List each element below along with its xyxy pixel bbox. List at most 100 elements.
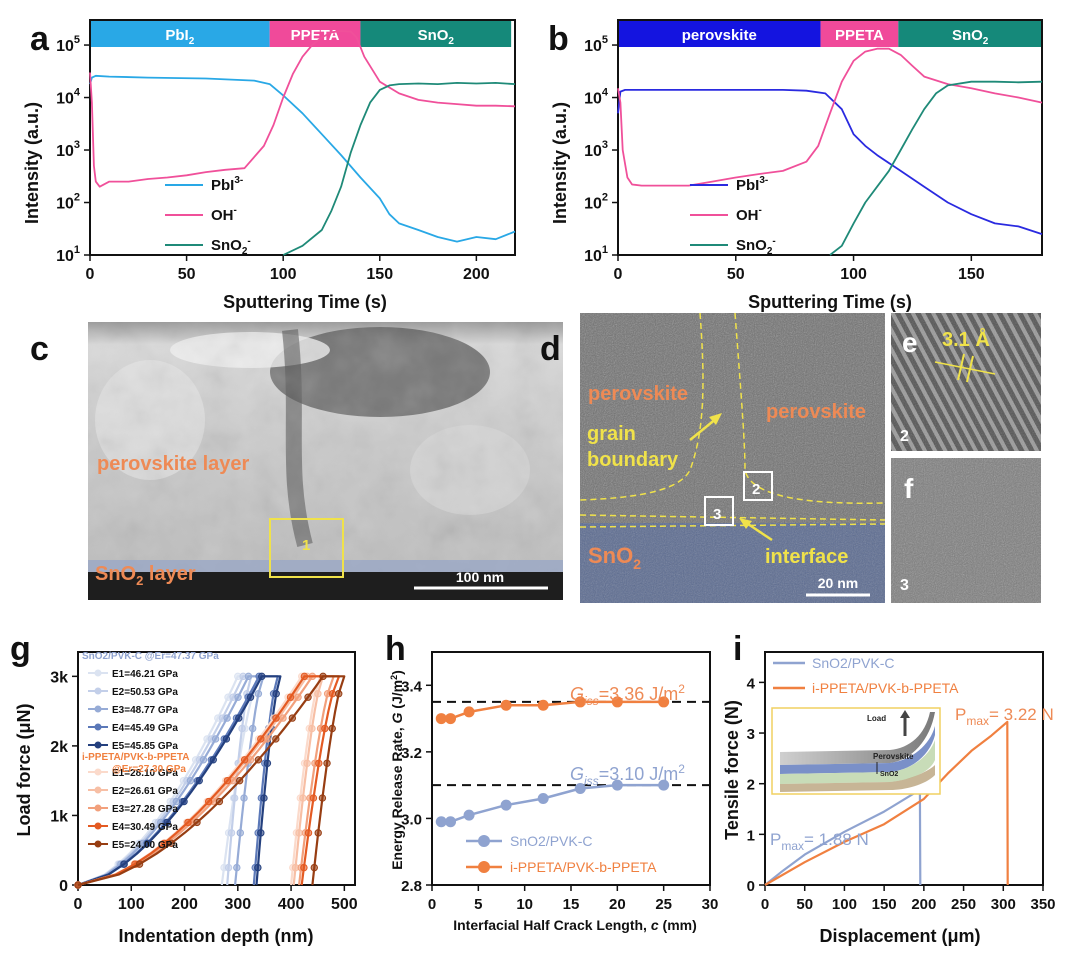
legend-label: i-PPETA/PVK-b-PPETA (812, 680, 959, 696)
legend-marker (94, 804, 102, 812)
marker (199, 756, 208, 764)
y-tick-label: 1 (747, 827, 755, 844)
d-interface-arrow (744, 520, 773, 542)
h-axes: 0 5 10 15 20 25 30 2.8 3.0 3.2 3.4 (401, 651, 718, 913)
legend-label: E3=27.28 GPa (112, 804, 178, 815)
marker (309, 794, 318, 802)
marker (263, 759, 272, 767)
legend-label: E2=26.61 GPa (112, 786, 178, 797)
data-point (658, 779, 670, 791)
phase-band (618, 20, 821, 47)
marker (234, 693, 242, 701)
plot-frame (617, 19, 1043, 256)
marker (263, 735, 271, 743)
y-tick-label: 102 (584, 192, 608, 213)
d-box-3 (704, 496, 734, 526)
marker (211, 735, 220, 743)
marker (257, 829, 265, 837)
legend-marker (94, 723, 102, 731)
pmax-blue: Pmax= 1.88 N (770, 830, 869, 853)
y-tick-label: 0 (747, 878, 755, 895)
marker (195, 776, 203, 785)
marker (294, 693, 302, 701)
data-point (435, 713, 447, 725)
plot-frame (89, 19, 516, 256)
marker (319, 672, 327, 681)
legend-label: E3=48.77 GPa (112, 705, 178, 716)
curve (77, 675, 279, 887)
series-line-SnO2- (282, 82, 516, 256)
legend-label: SnO2/PVK-C (510, 833, 592, 849)
marker (323, 759, 331, 767)
x-tick-label: 500 (331, 896, 358, 913)
x-tick-label: 0 (761, 896, 769, 913)
marker (180, 797, 188, 806)
marker (299, 794, 307, 802)
c-region-box-1 (269, 518, 344, 578)
x-tick-label: 200 (463, 266, 490, 283)
legend-label: E1=46.21 GPa (112, 669, 178, 680)
marker (74, 881, 82, 889)
marker (224, 863, 233, 872)
legend-header-orange2: @Er=27.30 GPa (112, 764, 186, 775)
y-tick-label: 3.4 (401, 678, 423, 695)
h-xlabel: Interfacial Half Crack Length, c (mm) (453, 917, 697, 933)
a-xlabel: Sputtering Time (s) (223, 292, 387, 312)
x-tick-label: 300 (224, 896, 251, 913)
phase-band (820, 20, 899, 47)
marker (193, 818, 201, 827)
phase-band (898, 20, 1042, 47)
y-tick-label: 105 (584, 34, 608, 55)
g-iss-orange: Giss=3.36 J/m2 (570, 682, 685, 708)
x-tick-label: 200 (171, 896, 198, 913)
i-inset: Load Perovskite SnO2 (771, 707, 941, 795)
marker (167, 839, 175, 847)
data-point (500, 799, 512, 811)
c-box-number: 1 (302, 537, 310, 554)
series-line (441, 783, 664, 824)
legend-marker (478, 835, 490, 847)
b-ylabel: Intensity (a.u.) (550, 102, 570, 224)
h-ylabel: Energy Release Rate, G (J/m2) (389, 670, 405, 870)
legend-label: E4=30.49 GPa (112, 822, 178, 833)
i-ylabel: Tensile force (N) (722, 700, 742, 840)
x-tick-label: 350 (1030, 896, 1055, 913)
marker (315, 759, 323, 767)
panel-label-b: b (548, 20, 569, 58)
g-xlabel: Indentation depth (nm) (119, 926, 314, 946)
marker (240, 794, 248, 802)
panel-label-d: d (540, 330, 561, 368)
panel-g: g 0 100 200 300 400 500 0 1k 2k 3k SnO2/PVK-C @Er… (10, 630, 358, 946)
a-phase-bands: PbI2 PPETA SnO2 (90, 20, 512, 47)
series-line-OH- (89, 30, 516, 188)
f-corner-label: 3 (900, 577, 909, 594)
legend-label: E4=45.49 GPa (112, 723, 178, 734)
data-point (500, 699, 512, 711)
marker (135, 860, 144, 868)
marker (318, 794, 327, 802)
curve (77, 675, 335, 887)
y-tick-label: 103 (584, 139, 608, 160)
data-point (537, 699, 549, 711)
i-inset-perovskite: Perovskite (873, 752, 914, 761)
i-xlabel: Displacement (μm) (819, 926, 980, 946)
data-point (574, 782, 586, 794)
c-sno2-label: SnO2 layer (95, 563, 196, 588)
marker (160, 839, 168, 847)
legend-label: OH- (211, 205, 237, 224)
panel-d: d perovskite perovskite grain boundary 2… (540, 312, 886, 603)
series-line (441, 700, 664, 720)
phase-band-label: perovskite (682, 27, 757, 44)
marker (244, 672, 253, 681)
panel-label-g: g (10, 630, 31, 668)
phase-band-label: PPETA (835, 27, 884, 44)
marker (321, 724, 329, 733)
x-tick-label: 0 (614, 266, 623, 283)
y-tick-label: 4 (747, 675, 756, 692)
marker (254, 863, 262, 872)
d-box-2-label: 2 (752, 481, 760, 498)
y-tick-label: 2k (50, 739, 68, 756)
marker (163, 818, 171, 827)
legend-marker (94, 669, 102, 677)
